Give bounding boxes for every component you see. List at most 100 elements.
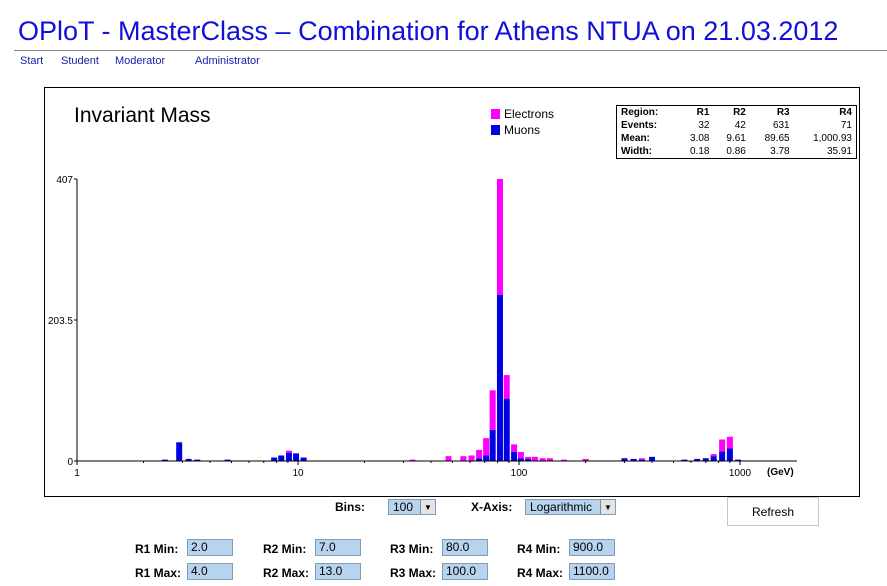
r1-max-input[interactable]: 4.0 [187, 563, 233, 580]
stats-cell: 32 [698, 120, 710, 131]
stats-header-row: Region: R1 R2 R3 R4 [617, 106, 857, 120]
legend-label-muons: Muons [504, 123, 541, 137]
stats-cell: 89.65 [764, 133, 790, 144]
stats-cell: 0.18 [690, 146, 710, 157]
bar-muons [278, 455, 285, 461]
legend-swatch-electrons [491, 109, 500, 119]
bar-muons [710, 456, 717, 461]
bar-muons [503, 398, 510, 461]
bins-select[interactable]: 100 ▼ [388, 499, 436, 515]
r2-min-input[interactable]: 7.0 [315, 539, 361, 556]
bar-electrons [546, 458, 553, 461]
bar-muons [735, 459, 742, 461]
stats-cell: 9.61 [726, 133, 746, 144]
bar-electrons [561, 459, 568, 461]
x-tick-label: 10 [292, 468, 304, 479]
r2-max-input[interactable]: 13.0 [315, 563, 361, 580]
chevron-down-icon[interactable]: ▼ [600, 500, 615, 514]
bar-electrons [582, 458, 589, 461]
r1-min-input[interactable]: 2.0 [187, 539, 233, 556]
legend-swatch-muons [491, 125, 500, 135]
bar-electrons [476, 449, 483, 459]
stats-cell: 3.08 [690, 133, 710, 144]
bar-electrons [489, 390, 496, 430]
bar-muons [649, 456, 656, 461]
bar-electrons [517, 451, 524, 459]
bar-electrons [285, 450, 292, 453]
bar-muons [194, 459, 201, 461]
refresh-button[interactable]: Refresh [727, 497, 819, 526]
stats-cell: 0.86 [726, 146, 746, 157]
xaxis-select[interactable]: Logarithmic ▼ [525, 499, 616, 515]
bar-muons [630, 458, 637, 461]
r3-min-input[interactable]: 80.0 [442, 539, 488, 556]
r3-max-input[interactable]: 100.0 [442, 563, 488, 580]
bar-muons [719, 451, 726, 461]
chart-title: Invariant Mass [74, 104, 211, 127]
chart-legend: Electrons Muons [491, 106, 554, 138]
bar-muons [185, 458, 192, 461]
chevron-down-icon[interactable]: ▼ [420, 500, 435, 514]
stats-table: Region: R1 R2 R3 R4 Events: 32 42 631 71… [616, 105, 857, 159]
r2-min-label: R2 Min: [263, 542, 307, 556]
stats-cell: Width: [621, 146, 653, 157]
y-tick-label: 203.5 [48, 316, 73, 327]
bar-electrons [539, 458, 546, 461]
x-tick-label: 1000 [729, 468, 752, 479]
stats-cell: 42 [734, 120, 746, 131]
r3-max-label: R3 Max: [390, 566, 437, 580]
r3-min-label: R3 Min: [390, 542, 434, 556]
r4-min-label: R4 Min: [517, 542, 561, 556]
nav-student[interactable]: Student [61, 55, 99, 67]
stats-cell: Events: [621, 120, 658, 131]
page-title: OPloT - MasterClass – Combination for At… [18, 16, 839, 46]
title-divider [14, 50, 887, 51]
stats-row-events: Events: 32 42 631 71 [617, 119, 857, 132]
bar-muons [496, 294, 503, 461]
bar-electrons [496, 179, 503, 295]
bar-electrons [719, 439, 726, 452]
bar-muons [525, 458, 532, 461]
bar-muons [702, 458, 709, 461]
bar-muons [681, 459, 688, 461]
bar-muons [517, 458, 524, 461]
bar-electrons [483, 438, 490, 456]
bar-muons [476, 458, 483, 461]
bar-electrons [638, 458, 645, 460]
stats-cell: 3.78 [770, 146, 790, 157]
stats-row-mean: Mean: 3.08 9.61 89.65 1,000.93 [617, 132, 857, 145]
bar-electrons [409, 459, 416, 461]
xaxis-label: X-Axis: [471, 500, 513, 514]
bar-electrons [503, 375, 510, 399]
r1-max-label: R1 Max: [135, 566, 182, 580]
bar-electrons [468, 455, 475, 461]
stats-cell: 1,000.93 [813, 133, 852, 144]
stats-cell: R1 [696, 107, 710, 118]
nav-administrator[interactable]: Administrator [195, 55, 260, 67]
bar-electrons [726, 436, 733, 449]
stats-cell: 71 [840, 120, 852, 131]
y-tick-label: 407 [56, 175, 73, 186]
bar-muons [621, 458, 628, 461]
bar-muons [293, 453, 300, 461]
bar-electrons [445, 456, 452, 461]
invariant-mass-histogram: 407 203.5 0 1 10 100 1000 (GeV) [48, 175, 797, 479]
r1-min-label: R1 Min: [135, 542, 179, 556]
stats-cell: 631 [772, 120, 790, 131]
stats-cell: R2 [733, 107, 746, 118]
r2-max-label: R2 Max: [263, 566, 310, 580]
bar-muons [176, 442, 183, 461]
nav-start[interactable]: Start [20, 55, 44, 67]
bins-label: Bins: [335, 500, 365, 514]
stats-row-width: Width: 0.18 0.86 3.78 35.91 [617, 145, 857, 159]
bar-muons [694, 458, 701, 461]
legend-label-electrons: Electrons [504, 107, 555, 121]
nav-moderator[interactable]: Moderator [115, 55, 166, 67]
bins-select-value: 100 [393, 500, 414, 514]
stats-cell: 35.91 [826, 146, 852, 157]
r4-min-input[interactable]: 900.0 [569, 539, 615, 556]
bar-muons [285, 452, 292, 461]
bar-muons [489, 429, 496, 461]
r4-max-input[interactable]: 1100.0 [569, 563, 615, 580]
bar-muons [300, 457, 307, 461]
